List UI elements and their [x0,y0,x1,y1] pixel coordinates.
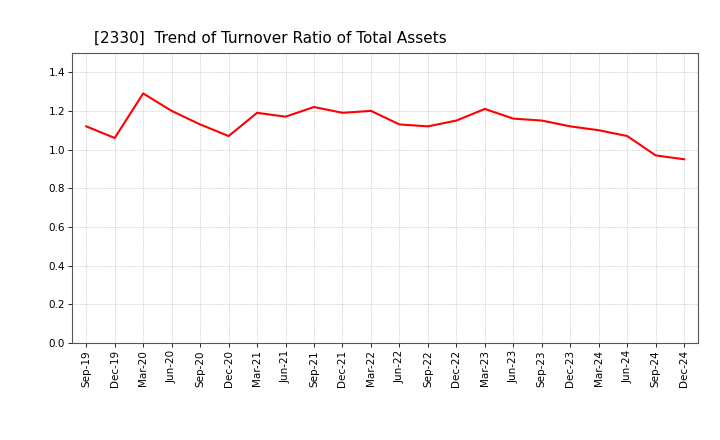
Text: [2330]  Trend of Turnover Ratio of Total Assets: [2330] Trend of Turnover Ratio of Total … [94,31,446,46]
